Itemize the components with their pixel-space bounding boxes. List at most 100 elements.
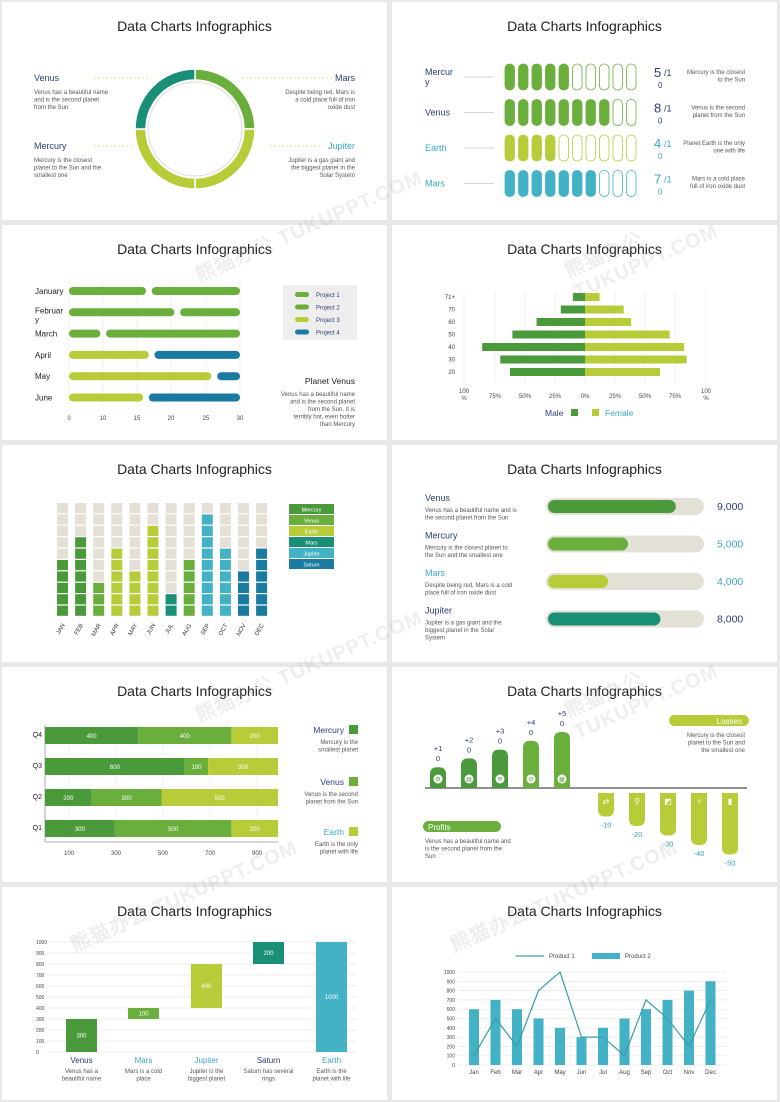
segment-label: 400 xyxy=(180,734,191,740)
month-label: JUL xyxy=(165,622,176,635)
bar-cell xyxy=(165,548,177,559)
bar-cell xyxy=(238,548,249,559)
profit-value: +1 xyxy=(434,744,443,753)
bar-cell xyxy=(238,537,249,548)
panel-title: Data Charts Infographics xyxy=(117,903,272,919)
bar-cell xyxy=(129,605,141,616)
rating-denominator: 0 xyxy=(658,152,663,161)
legend-label: Mars xyxy=(305,541,317,547)
bar-cell xyxy=(201,525,213,536)
panel-pyramid: Data Charts Infographics 100% 75% 50% 25% 0% 2… xyxy=(392,225,777,440)
progress-fill xyxy=(548,612,661,626)
bar-cell xyxy=(93,594,105,605)
panel-stacked: Data Charts Infographics 100 300 500 700 900 Q… xyxy=(2,667,387,882)
bar-cell xyxy=(147,594,159,605)
stack-segment xyxy=(45,789,92,806)
slice-label-jupiter: Jupiter xyxy=(328,141,355,151)
rating-denominator: /1 xyxy=(664,68,672,78)
slice-description: Venus has a beautiful name and is the sec… xyxy=(34,90,109,111)
y-tick-label: 1000 xyxy=(36,940,47,946)
category-label: Venus xyxy=(70,1056,92,1065)
profit-icon-bg xyxy=(526,774,536,784)
gantt-bar xyxy=(69,308,175,317)
category-description: Earth is the planet with life xyxy=(312,1069,351,1083)
profits-badge xyxy=(423,821,501,832)
stack-segment xyxy=(114,820,232,837)
bar-cell xyxy=(93,582,105,593)
legend-swatch xyxy=(295,317,309,322)
profit-icon: ⚙ xyxy=(528,776,533,783)
bar-cell xyxy=(93,503,105,514)
rating-pill xyxy=(558,170,569,197)
x-tick-label: 900 xyxy=(252,851,263,857)
month-label: OCT xyxy=(218,623,230,637)
bar-cell xyxy=(57,560,68,571)
bar-cell xyxy=(75,571,87,582)
losses-text: Mercury is the closest planet to the Sun … xyxy=(687,733,746,754)
category-label: Mars xyxy=(135,1056,153,1065)
profit-value: +4 xyxy=(527,718,536,727)
bar-cell xyxy=(183,605,195,616)
category-description: Saturn has several rings xyxy=(243,1069,293,1083)
x-tick-label: 25 xyxy=(203,416,210,422)
bar-cell xyxy=(256,582,268,593)
product2-bar xyxy=(512,1009,522,1065)
panel-title: Data Charts Infographics xyxy=(507,461,662,477)
age-label: 60 xyxy=(448,320,455,326)
bar-cell xyxy=(93,605,105,616)
profit-value: 0 xyxy=(436,754,440,763)
rating-pill xyxy=(626,63,637,91)
gantt-bar xyxy=(154,350,240,359)
legend-label: Project 1 xyxy=(316,293,340,299)
y-tick-label: 100 xyxy=(36,1039,45,1045)
rating-pill xyxy=(599,134,610,162)
bar-cell xyxy=(111,514,123,525)
progress-value: 8,000 xyxy=(717,614,743,626)
category-label: y xyxy=(35,315,39,324)
legend-label: Project 2 xyxy=(316,306,340,312)
x-tick-label: 0% xyxy=(581,394,590,400)
row-description: Venus has a beautiful name and is the sec… xyxy=(425,508,517,522)
profit-value: 0 xyxy=(529,728,533,737)
profit-value: +3 xyxy=(496,727,505,736)
rating-pill xyxy=(531,170,542,197)
combo-chart: 0 100 200 300 400 500 600 700 800 900 1000 Jan Feb Ma… xyxy=(444,953,727,1076)
product2-bar xyxy=(619,1018,630,1065)
y-tick-label: 0 xyxy=(452,1063,455,1069)
bar-cell xyxy=(256,560,268,571)
rating-pill xyxy=(545,134,556,162)
profit-bar xyxy=(554,732,570,788)
rating-denominator: 0 xyxy=(658,188,663,197)
category-label: June xyxy=(35,394,53,403)
panel-title: Data Charts Infographics xyxy=(507,241,662,257)
bar-cell xyxy=(129,571,141,582)
gantt-bar xyxy=(148,393,240,402)
bar-cell xyxy=(256,594,268,605)
segment-label: 300 xyxy=(238,765,249,771)
panel-title: Data Charts Infographics xyxy=(117,461,272,477)
profit-value: 0 xyxy=(498,737,502,746)
legend-swatch xyxy=(349,827,358,836)
month-label: JUN xyxy=(146,623,157,636)
loss-value: -40 xyxy=(694,849,705,858)
product2-bar xyxy=(641,1009,651,1065)
rating-pill xyxy=(626,99,637,126)
rating-pill xyxy=(585,170,596,197)
rating-denominator: 0 xyxy=(658,81,663,90)
bar-cell xyxy=(57,594,68,605)
stack-segment xyxy=(91,789,162,806)
female-bar xyxy=(585,368,661,376)
legend-label: Earth xyxy=(305,530,318,536)
slice-label-venus: Venus xyxy=(34,73,60,83)
stack-segment xyxy=(45,758,185,775)
legend-label: Project 3 xyxy=(316,318,340,324)
loss-bar xyxy=(660,793,676,836)
bar-cell xyxy=(111,582,123,593)
bar-cell xyxy=(256,605,268,616)
row-name: Earth xyxy=(425,143,447,153)
category-label: May xyxy=(35,372,50,381)
y-tick-label: 400 xyxy=(447,1026,456,1032)
profit-value: 0 xyxy=(467,745,471,754)
bar-cell xyxy=(183,537,195,548)
bar-cell xyxy=(256,548,268,559)
